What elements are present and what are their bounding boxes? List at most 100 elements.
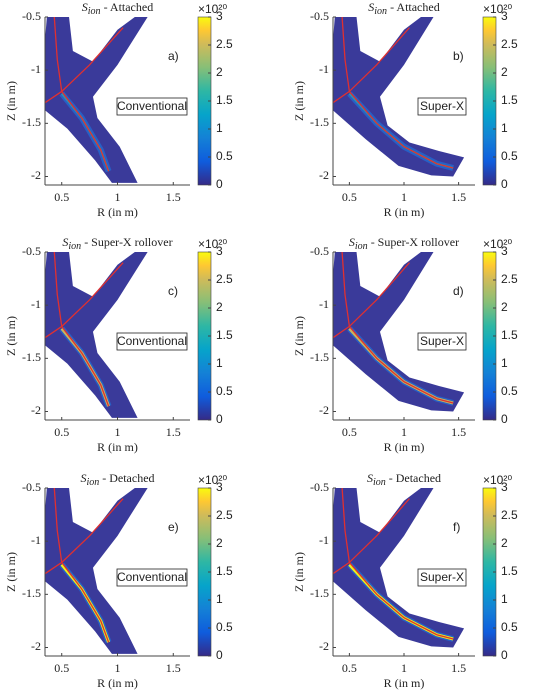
x-axis-label: R (in m)	[384, 205, 425, 219]
x-tick-label: 0.5	[54, 190, 69, 204]
annotation-box	[417, 568, 467, 587]
panel-label: a)	[168, 49, 179, 63]
colorbar-tick-label: 1	[216, 356, 223, 370]
y-tick-label: -2	[31, 403, 41, 417]
colorbar-tick-label: 1.5	[216, 564, 233, 578]
colorbar-tick-label: 0	[501, 177, 508, 191]
y-axis-label: Z (in m)	[292, 81, 306, 121]
x-tick-label: 0.5	[54, 661, 69, 675]
field	[45, 488, 148, 654]
x-tick-label: 1.5	[166, 661, 181, 675]
colorbar-tick-label: 0.5	[216, 149, 233, 163]
colorbar-tick-label: 2	[216, 65, 223, 79]
separatrix	[53, 17, 110, 172]
x-axis-label: R (in m)	[384, 676, 425, 690]
annotation-box	[417, 332, 467, 351]
colorbar-tick-label: 3	[216, 480, 223, 494]
title-symbol: S	[80, 471, 86, 485]
y-tick-label: -1.5	[22, 115, 41, 129]
y-tick-label: -1	[31, 533, 41, 547]
x-tick-label: 1	[115, 190, 121, 204]
annotation: Super-X	[420, 334, 464, 348]
panel-label: e)	[168, 520, 179, 534]
colorbar-tick-label: 0	[501, 412, 508, 426]
annotation-box	[116, 568, 188, 587]
y-tick-label: -1	[319, 533, 329, 547]
colorbar-tick-label: 0	[216, 648, 223, 662]
panel-label: d)	[453, 284, 464, 298]
y-tick-label: -1.5	[22, 350, 41, 364]
colorbar-tick-label: 1.5	[216, 93, 233, 107]
plot-area	[333, 252, 465, 412]
separatrix	[333, 27, 410, 104]
x-axis-label: R (in m)	[97, 205, 138, 219]
x-tick-label: 1.5	[166, 425, 181, 439]
colorbar-tick-label: 3	[216, 244, 223, 258]
x-tick-label: 1.5	[166, 190, 181, 204]
chart-title: Sion - Detached	[367, 471, 441, 489]
colorbar-tick-label: 2.5	[501, 37, 518, 51]
x-tick-label: 1	[115, 425, 121, 439]
y-tick-label: -1.5	[310, 586, 329, 600]
separatrix	[341, 252, 454, 404]
y-axis-label: Z (in m)	[4, 81, 18, 121]
y-tick-label: -1	[319, 62, 329, 76]
colorbar-tick-label: 0.5	[216, 620, 233, 634]
title-subscript: ion	[68, 241, 81, 252]
title-subscript: ion	[373, 477, 386, 488]
title-symbol: S	[62, 235, 68, 249]
chart-title: Sion - Super-X rollover	[349, 235, 459, 253]
title-text: - Attached	[101, 0, 154, 14]
y-axis-label: Z (in m)	[292, 552, 306, 592]
annotation: Conventional	[117, 334, 187, 348]
colorbar-tick-label: 0	[216, 177, 223, 191]
colorbar-tick-label: 1	[501, 356, 508, 370]
title-symbol: S	[349, 235, 355, 249]
y-tick-label: -1	[31, 62, 41, 76]
annotation: Super-X	[420, 570, 464, 584]
x-axis-label: R (in m)	[97, 676, 138, 690]
colorbar-tick-label: 2	[501, 65, 508, 79]
x-tick-label: 1.5	[451, 190, 466, 204]
colorbar-tick-label: 3	[216, 9, 223, 23]
title-subscript: ion	[88, 6, 101, 17]
colorbar-tick-label: 1	[501, 592, 508, 606]
y-tick-label: -0.5	[310, 9, 329, 23]
chart-title: Sion - Attached	[82, 0, 153, 17]
colorbar-tick-label: 2	[216, 300, 223, 314]
colorbar-scale: ×10²⁰	[198, 2, 227, 16]
colorbar-tick-label: 1	[216, 121, 223, 135]
y-tick-label: -1	[31, 297, 41, 311]
colorbar-tick-label: 0	[216, 412, 223, 426]
separatrix	[341, 17, 454, 169]
y-tick-label: -1.5	[310, 350, 329, 364]
x-tick-label: 0.5	[342, 190, 357, 204]
field	[333, 252, 465, 412]
colorbar-tick-label: 2	[501, 536, 508, 550]
x-axis-label: R (in m)	[97, 440, 138, 454]
y-axis-label: Z (in m)	[4, 316, 18, 356]
title-text: - Attached	[387, 0, 440, 14]
x-tick-label: 1	[401, 661, 407, 675]
colorbar-tick-label: 0.5	[216, 384, 233, 398]
annotation-box	[116, 332, 188, 351]
y-tick-label: -2	[319, 403, 329, 417]
title-symbol: S	[82, 0, 88, 14]
plot-area	[333, 488, 465, 648]
colorbar-tick-label: 0.5	[501, 149, 518, 163]
colorbar-tick-label: 0	[501, 648, 508, 662]
separatrix	[45, 27, 124, 104]
x-tick-label: 0.5	[54, 425, 69, 439]
field	[45, 17, 148, 183]
x-tick-label: 1	[401, 425, 407, 439]
colorbar-tick-label: 1.5	[501, 564, 518, 578]
colorbar-tick-label: 3	[501, 480, 508, 494]
colorbar-tick-label: 2.5	[216, 508, 233, 522]
separatrix	[341, 488, 454, 640]
chart-title: Sion - Attached	[368, 0, 439, 17]
colorbar-tick-label: 2.5	[501, 508, 518, 522]
x-tick-label: 1	[401, 190, 407, 204]
colorbar-tick-label: 3	[501, 9, 508, 23]
chart-title: Sion - Detached	[80, 471, 154, 489]
annotation: Conventional	[117, 570, 187, 584]
